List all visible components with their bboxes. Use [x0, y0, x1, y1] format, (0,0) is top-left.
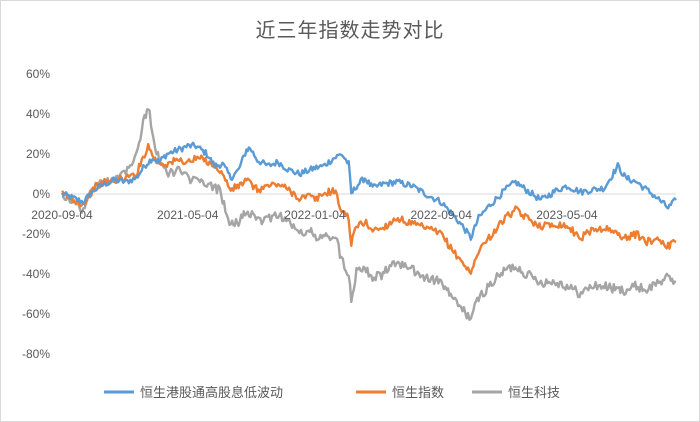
- y-tick-label: -60%: [22, 307, 50, 321]
- x-tick-label: 2021-05-04: [157, 208, 219, 222]
- x-tick-labels: 2020-09-04 2021-05-04 2022-01-04 2022-09-04…: [31, 208, 598, 222]
- x-tick-label: 2022-01-04: [284, 208, 346, 222]
- x-tick-label: 2023-05-04: [536, 208, 598, 222]
- legend: 恒生港股通高股息低波动 恒生指数 恒生科技: [104, 385, 560, 401]
- legend-label-0: 恒生港股通高股息低波动: [140, 385, 283, 401]
- chart-title: 近三年指数走势对比: [255, 18, 445, 42]
- series-layer: [60, 108, 677, 321]
- series-line-2: [62, 108, 677, 321]
- y-tick-labels: 60% 40% 20% 0% -20% -40% -60% -80%: [22, 67, 50, 361]
- x-tick-label: 2020-09-04: [31, 208, 93, 222]
- y-tick-label: -40%: [22, 267, 50, 281]
- y-tick-label: -20%: [22, 227, 50, 241]
- y-tick-label: 60%: [26, 67, 50, 81]
- x-tick-label: 2022-09-04: [411, 208, 473, 222]
- y-tick-label: 20%: [26, 147, 50, 161]
- legend-label-1: 恒生指数: [392, 386, 444, 401]
- legend-label-2: 恒生科技: [508, 386, 560, 401]
- y-tick-label: 0%: [33, 187, 51, 201]
- y-tick-label: 40%: [26, 107, 50, 121]
- series-line-1: [61, 142, 677, 275]
- y-tick-label: -80%: [22, 347, 50, 361]
- series-line-0: [60, 141, 677, 241]
